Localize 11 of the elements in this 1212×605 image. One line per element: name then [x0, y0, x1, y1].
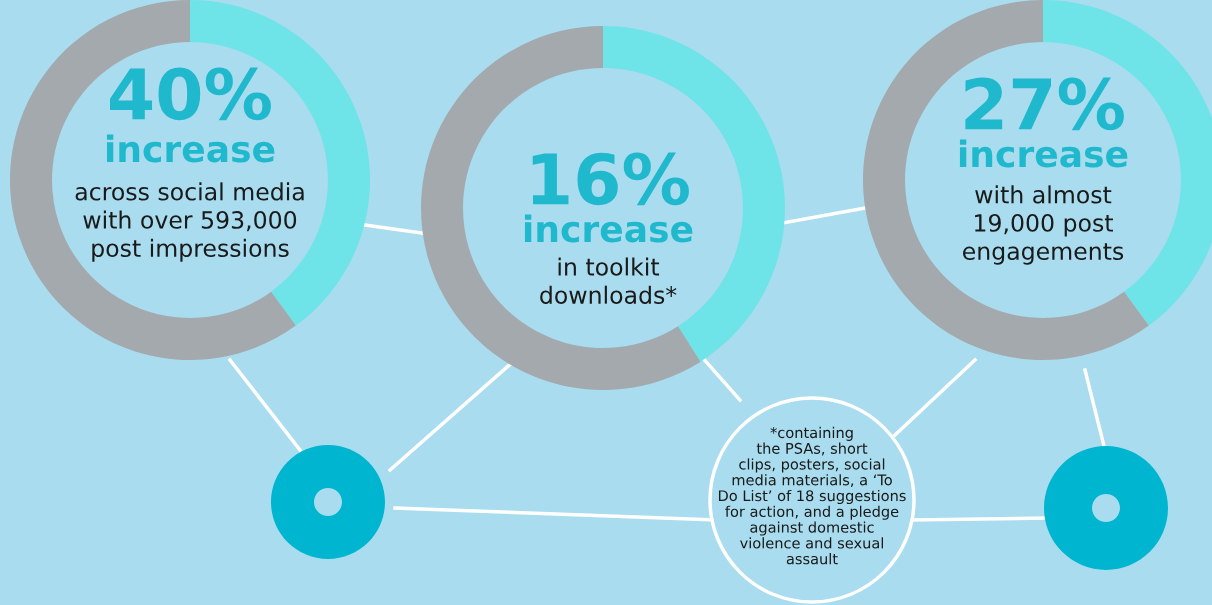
- text: increase: [959, 139, 1128, 168]
- text: with almost 19,000 post engagements: [963, 185, 1124, 265]
- text: 16%: [532, 152, 689, 206]
- text: in toolkit downloads*: [540, 257, 677, 304]
- text: *containing the PSAs, short clips, posters, social media materials, a ‘To Do List’ of 18 suggestions for action, and a pledge against domestic violence and sexual assault: [718, 426, 906, 565]
- donut-slice: [421, 26, 701, 390]
- text: 40%: [110, 67, 271, 121]
- text: 27%: [965, 77, 1124, 131]
- text: increase: [106, 134, 275, 163]
- text: across social media with over 593,000 post impressions: [75, 182, 304, 262]
- text: increase: [524, 214, 693, 243]
